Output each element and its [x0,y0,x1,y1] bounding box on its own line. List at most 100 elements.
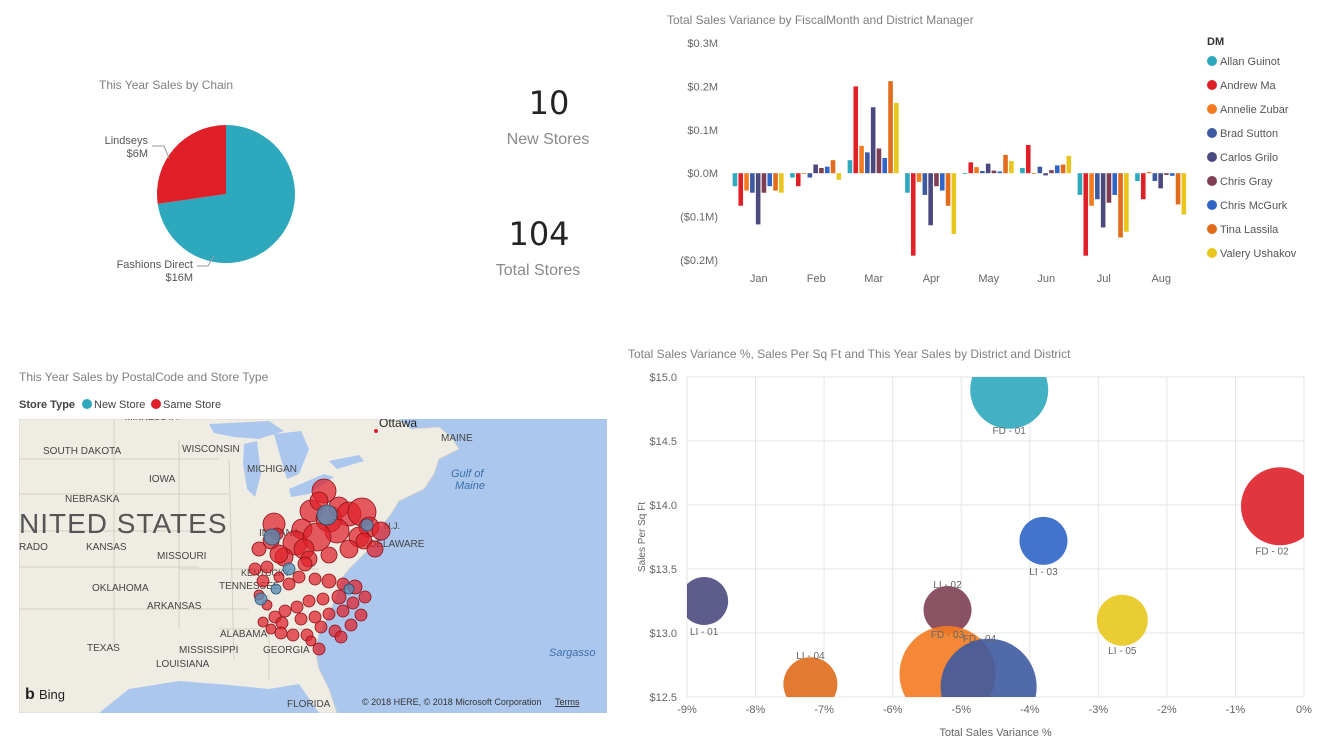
bar-chris-gray-jul[interactable] [1106,173,1112,203]
same-store-dot[interactable] [334,630,348,644]
same-store-dot[interactable] [282,577,296,591]
bar-chris-gray-apr[interactable] [934,173,939,187]
map-canvas[interactable]: Ottawa MAINE WISCONSIN SOUTH DAKOTA MICHIGAN… [19,419,607,713]
bar-tina-lassila-feb[interactable] [830,160,836,174]
bar-valery-ushakov-feb[interactable] [836,173,842,180]
bar-andrew-ma-may[interactable] [968,162,974,174]
same-store-dot[interactable] [297,556,313,572]
bar-legend-label[interactable]: Chris McGurk [1220,200,1288,212]
bar-annelie-zubar-jul[interactable] [1089,173,1094,206]
bar-chris-mcgurk-aug[interactable] [1169,173,1175,176]
bar-chris-gray-jun[interactable] [1049,170,1054,174]
bar-allan-guinot-jul[interactable] [1077,173,1083,195]
same-store-dot[interactable] [320,546,338,564]
bar-chris-mcgurk-jan[interactable] [767,173,773,187]
bar-chris-mcgurk-feb[interactable] [824,166,830,174]
same-store-dot[interactable] [294,612,308,626]
same-store-dot[interactable] [331,589,347,605]
bar-carlos-grilo-mar[interactable] [870,107,876,174]
bar-legend-label[interactable]: Brad Sutton [1220,128,1278,140]
bar-valery-ushakov-aug[interactable] [1181,173,1187,215]
bar-allan-guinot-feb[interactable] [790,173,795,178]
bar-allan-guinot-may[interactable] [962,173,968,174]
same-store-dot[interactable] [316,592,330,606]
bar-andrew-ma-mar[interactable] [853,86,859,174]
same-store-dot[interactable] [339,539,359,559]
bar-chris-gray-mar[interactable] [876,148,882,174]
scatter-bubble-fd-02[interactable] [1241,467,1319,546]
bar-allan-guinot-jun[interactable] [1020,167,1025,174]
bar-andrew-ma-feb[interactable] [795,173,801,187]
bar-annelie-zubar-may[interactable] [974,167,979,174]
bar-carlos-grilo-jun[interactable] [1043,173,1048,176]
bar-valery-ushakov-jan[interactable] [779,173,784,193]
new-store-dot[interactable] [263,528,281,546]
same-store-dot[interactable] [257,616,269,628]
bar-legend-label[interactable]: Carlos Grilo [1220,152,1278,164]
same-store-dot[interactable] [302,594,316,608]
bar-chris-gray-may[interactable] [991,170,997,174]
same-store-dot[interactable] [269,544,289,564]
new-store-dot[interactable] [343,583,355,595]
bar-legend-label[interactable]: Valery Ushakov [1220,248,1297,260]
bar-allan-guinot-mar[interactable] [847,160,853,174]
same-store-dot[interactable] [308,572,322,586]
same-store-dot[interactable] [358,590,372,604]
same-store-dot[interactable] [273,571,285,583]
bar-chris-mcgurk-jul[interactable] [1112,173,1118,195]
scatter-bubble-li-04[interactable] [783,657,838,711]
bar-valery-ushakov-mar[interactable] [894,102,899,174]
bar-legend-label[interactable]: Annelie Zubar [1220,104,1289,116]
same-store-dot[interactable] [354,608,368,622]
same-store-dot[interactable] [308,610,322,624]
bar-legend-label[interactable]: Chris Gray [1220,176,1273,188]
bar-brad-sutton-jul[interactable] [1095,173,1100,200]
bar-brad-sutton-jun[interactable] [1037,166,1043,174]
same-store-dot[interactable] [265,623,277,635]
bar-valery-ushakov-may[interactable] [1009,161,1014,174]
same-store-dot[interactable] [321,573,337,589]
scatter-bubble-fd-01[interactable] [970,366,1049,429]
same-store-dot[interactable] [366,540,384,558]
bar-annelie-zubar-feb[interactable] [801,173,807,174]
same-store-dot[interactable] [346,596,360,610]
same-store-dot[interactable] [371,521,391,541]
bar-legend-label[interactable]: Allan Guinot [1220,56,1280,68]
bar-chris-gray-jan[interactable] [761,173,767,193]
bar-brad-sutton-mar[interactable] [865,152,870,174]
bar-annelie-zubar-aug[interactable] [1146,171,1152,174]
bar-andrew-ma-apr[interactable] [910,173,916,256]
bar-carlos-grilo-jul[interactable] [1100,173,1106,228]
bar-chris-mcgurk-jun[interactable] [1054,165,1060,174]
bar-allan-guinot-apr[interactable] [905,173,910,193]
new-store-dot[interactable] [270,583,282,595]
new-store-dot[interactable] [316,504,338,526]
same-store-dot[interactable] [322,607,336,621]
scatter-bubble-unlabeled[interactable] [940,638,1037,735]
store-map[interactable]: Ottawa MAINE WISCONSIN SOUTH DAKOTA MICHIGAN… [19,419,607,713]
bar-valery-ushakov-jul[interactable] [1124,173,1129,232]
bar-andrew-ma-aug[interactable] [1140,173,1146,200]
bar-carlos-grilo-feb[interactable] [813,164,818,174]
bar-carlos-grilo-apr[interactable] [928,173,933,226]
same-store-dot[interactable] [290,600,304,614]
bar-tina-lassila-jan[interactable] [773,173,778,191]
bar-tina-lassila-may[interactable] [1003,154,1008,174]
bar-allan-guinot-jan[interactable] [732,173,738,187]
bar-chris-gray-aug[interactable] [1164,173,1169,175]
same-store-dot[interactable] [314,620,328,634]
bar-chris-gray-feb[interactable] [819,167,824,174]
same-store-dot[interactable] [312,642,326,656]
bar-chris-mcgurk-may[interactable] [997,171,1003,174]
same-store-dot[interactable] [260,560,274,574]
bar-annelie-zubar-jan[interactable] [744,173,749,191]
bar-valery-ushakov-apr[interactable] [951,173,957,234]
bar-andrew-ma-jun[interactable] [1025,144,1031,174]
scatter-bubble-li-05[interactable] [1096,594,1148,646]
bar-andrew-ma-jan[interactable] [738,173,744,206]
bar-tina-lassila-aug[interactable] [1175,173,1181,205]
bar-carlos-grilo-jan[interactable] [755,173,761,225]
bar-carlos-grilo-aug[interactable] [1158,173,1163,189]
bar-valery-ushakov-jun[interactable] [1066,155,1072,174]
bar-brad-sutton-jan[interactable] [750,173,755,193]
